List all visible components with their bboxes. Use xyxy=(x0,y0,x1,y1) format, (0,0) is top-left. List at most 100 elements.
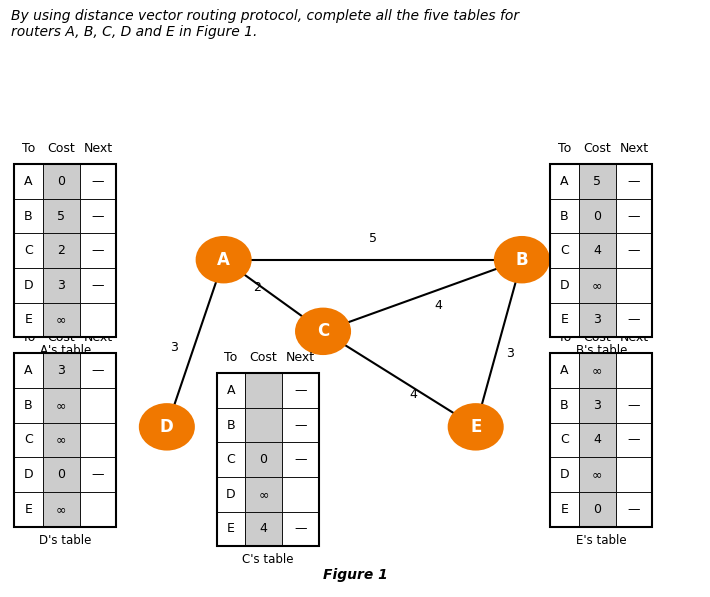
Text: To: To xyxy=(22,142,35,155)
Bar xyxy=(43,353,80,388)
Bar xyxy=(579,303,616,337)
Bar xyxy=(550,423,579,457)
Bar xyxy=(80,233,116,268)
Text: 5: 5 xyxy=(593,175,601,188)
Bar xyxy=(579,164,616,199)
Text: B's table: B's table xyxy=(576,344,627,358)
Text: 5: 5 xyxy=(368,232,377,245)
Text: B: B xyxy=(24,399,33,412)
Text: Next: Next xyxy=(619,142,649,155)
Text: —: — xyxy=(294,522,307,536)
Bar xyxy=(550,164,652,337)
Text: —: — xyxy=(628,210,640,223)
Bar xyxy=(43,423,80,457)
Text: B: B xyxy=(560,210,569,223)
Text: E: E xyxy=(560,503,569,516)
Text: Next: Next xyxy=(619,331,649,344)
Bar xyxy=(43,492,80,527)
Text: E: E xyxy=(226,522,235,536)
Text: To: To xyxy=(558,142,571,155)
Bar xyxy=(14,164,43,199)
Bar xyxy=(80,353,116,388)
Text: D: D xyxy=(559,279,569,292)
Text: C: C xyxy=(560,433,569,447)
Circle shape xyxy=(140,404,194,450)
Text: Cost: Cost xyxy=(47,331,75,344)
Text: 4: 4 xyxy=(409,387,417,401)
Text: B: B xyxy=(226,418,235,432)
Bar xyxy=(80,423,116,457)
Text: ∞: ∞ xyxy=(592,468,602,481)
Bar xyxy=(217,512,245,546)
Bar xyxy=(550,457,579,492)
Bar xyxy=(616,268,652,303)
Bar xyxy=(14,268,43,303)
Text: 5: 5 xyxy=(57,210,65,223)
Text: E: E xyxy=(560,313,569,327)
Bar xyxy=(282,477,319,512)
Text: 0: 0 xyxy=(259,453,268,466)
Bar xyxy=(14,423,43,457)
Bar xyxy=(80,303,116,337)
Bar xyxy=(616,457,652,492)
Text: —: — xyxy=(92,279,104,292)
Text: 3: 3 xyxy=(506,347,514,360)
Bar xyxy=(579,199,616,233)
Bar xyxy=(550,353,652,527)
Text: To: To xyxy=(22,331,35,344)
Text: B: B xyxy=(515,251,528,269)
Bar xyxy=(245,408,282,442)
Bar xyxy=(14,199,43,233)
Text: To: To xyxy=(558,331,571,344)
Bar xyxy=(550,199,579,233)
Bar xyxy=(550,233,579,268)
Text: Cost: Cost xyxy=(583,331,611,344)
Text: 2: 2 xyxy=(57,244,65,257)
Bar xyxy=(245,477,282,512)
Text: E: E xyxy=(470,418,481,436)
Bar xyxy=(550,353,579,388)
Text: —: — xyxy=(628,433,640,447)
Text: A's table: A's table xyxy=(40,344,91,358)
Text: —: — xyxy=(628,313,640,327)
Bar xyxy=(217,408,245,442)
Bar xyxy=(43,233,80,268)
Text: —: — xyxy=(628,244,640,257)
Text: A: A xyxy=(560,364,569,377)
Text: 3: 3 xyxy=(593,399,601,412)
Bar xyxy=(217,477,245,512)
Bar xyxy=(217,373,319,546)
Text: 4: 4 xyxy=(593,244,601,257)
Bar xyxy=(14,233,43,268)
Bar xyxy=(282,512,319,546)
Text: 0: 0 xyxy=(593,503,601,516)
Text: By using distance vector routing protocol, complete all the five tables for
rout: By using distance vector routing protoco… xyxy=(11,9,519,39)
Bar xyxy=(245,442,282,477)
Text: —: — xyxy=(92,210,104,223)
Bar xyxy=(14,388,43,423)
Circle shape xyxy=(197,237,251,282)
Bar xyxy=(80,492,116,527)
Text: Next: Next xyxy=(285,351,315,364)
Bar xyxy=(43,457,80,492)
Text: —: — xyxy=(92,244,104,257)
Bar xyxy=(43,164,80,199)
Text: 0: 0 xyxy=(57,175,65,188)
Text: ∞: ∞ xyxy=(56,433,66,447)
Bar xyxy=(80,199,116,233)
Text: E: E xyxy=(24,313,33,327)
Text: C: C xyxy=(24,244,33,257)
Text: Cost: Cost xyxy=(47,142,75,155)
Bar xyxy=(616,199,652,233)
Text: ∞: ∞ xyxy=(56,503,66,516)
Bar xyxy=(550,388,579,423)
Bar xyxy=(550,268,579,303)
Bar xyxy=(579,268,616,303)
Text: B: B xyxy=(560,399,569,412)
Text: Cost: Cost xyxy=(583,142,611,155)
Text: Cost: Cost xyxy=(249,351,278,364)
Text: ∞: ∞ xyxy=(592,279,602,292)
Text: Next: Next xyxy=(83,142,113,155)
Bar xyxy=(80,164,116,199)
Text: —: — xyxy=(294,453,307,466)
